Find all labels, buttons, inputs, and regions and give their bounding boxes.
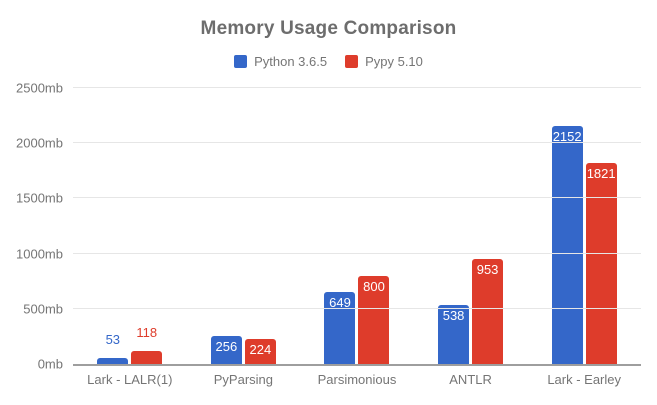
gridline-1500 <box>73 197 641 199</box>
bar-value-pypy-5-10-parsimonious: 800 <box>363 278 385 294</box>
bar-value-python-3-6-5-parsimonious: 649 <box>329 295 351 311</box>
legend-label-pypy: Pypy 5.10 <box>365 54 423 69</box>
bar-pypy-5-10-lark-lalr-1: 118 <box>131 325 163 364</box>
x-axis-label-parsimonious: Parsimonious <box>317 372 397 387</box>
plot-area: 53 118 Lark - LALR(1) 256 224 PyParsing 649 800… <box>16 81 641 387</box>
x-axis-label-lark-lalr-1: Lark - LALR(1) <box>87 372 173 387</box>
bar-groups: 53 118 Lark - LALR(1) 256 224 PyParsing 649 800… <box>73 88 641 387</box>
bar-pypy-5-10-pyparsing: 224 <box>244 339 276 364</box>
bar-group-parsimonious: 649 800 Parsimonious <box>300 88 414 387</box>
x-axis-label-lark-earley: Lark - Earley <box>547 372 622 387</box>
bar-python-3-6-5-pyparsing: 256 <box>210 335 242 364</box>
legend-label-python: Python 3.6.5 <box>254 54 328 69</box>
chart-title: Memory Usage Comparison <box>200 18 457 39</box>
bar-value-pypy-5-10-pyparsing: 224 <box>249 342 272 358</box>
bar-group-antlr: 538 953 ANTLR <box>414 88 528 387</box>
y-tick-label-2000: 2000mb <box>16 135 63 151</box>
y-tick-label-500: 500mb <box>23 301 63 317</box>
gridline-2000 <box>73 142 641 144</box>
bar-group-pyparsing: 256 224 PyParsing <box>187 88 301 387</box>
bar-python-3-6-5-antlr: 538 <box>438 304 470 364</box>
bar-python-3-6-5-lark-lalr-1: 53 <box>97 332 129 364</box>
y-tick-label-1500: 1500mb <box>16 190 63 206</box>
bar-value-python-3-6-5-lark-lalr-1: 53 <box>105 332 121 348</box>
x-axis-label-antlr: ANTLR <box>449 372 492 387</box>
x-axis-line <box>73 364 641 366</box>
gridline-500 <box>73 307 641 309</box>
legend-item-python: Python 3.6.5 <box>234 54 327 69</box>
bar-pypy-5-10-lark-earley: 1821 <box>585 162 617 364</box>
bar-value-python-3-6-5-antlr: 538 <box>442 307 465 323</box>
bar-value-pypy-5-10-antlr: 953 <box>476 261 499 277</box>
y-tick-label-0: 0mb <box>37 356 63 372</box>
bar-python-3-6-5-lark-earley: 2152 <box>551 126 583 364</box>
bar-pypy-5-10-parsimonious: 800 <box>358 275 390 364</box>
y-tick-label-1000: 1000mb <box>16 246 63 262</box>
legend: Python 3.6.5 Pypy 5.10 <box>0 54 657 69</box>
y-tick-label-2500: 2500mb <box>16 80 63 96</box>
gridline-2500 <box>73 87 641 88</box>
bar-group-lark-lalr-1: 53 118 Lark - LALR(1) <box>73 88 187 387</box>
x-axis-label-pyparsing: PyParsing <box>213 372 274 387</box>
bar-value-pypy-5-10-lark-earley: 1821 <box>586 165 616 181</box>
bar-value-pypy-5-10-lark-lalr-1: 118 <box>136 324 158 340</box>
gridline-1000 <box>73 252 641 254</box>
bar-value-python-3-6-5-pyparsing: 256 <box>215 338 238 354</box>
bar-value-python-3-6-5-lark-earley: 2152 <box>552 129 582 145</box>
legend-swatch-pypy-icon <box>345 55 359 68</box>
legend-item-pypy: Pypy 5.10 <box>345 54 423 69</box>
bar-pypy-5-10-antlr: 953 <box>472 258 504 364</box>
bar-python-3-6-5-parsimonious: 649 <box>324 292 356 364</box>
legend-swatch-python-icon <box>234 55 248 68</box>
bar-group-lark-earley: 2152 1821 Lark - Earley <box>527 88 641 387</box>
